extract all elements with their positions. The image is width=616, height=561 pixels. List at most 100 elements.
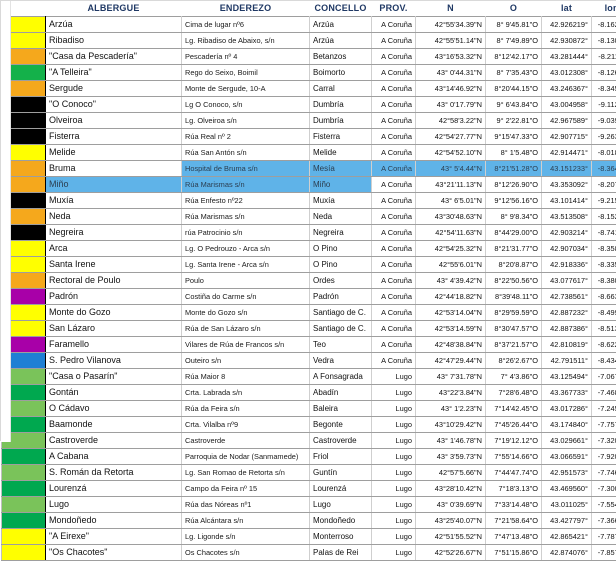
cell-albergue[interactable]: "A Eirexe" <box>46 529 182 545</box>
cell-enderezo[interactable]: rúa Patrocinio s/n <box>182 225 310 241</box>
cell-concello[interactable]: O Pino <box>310 257 372 273</box>
cell-enderezo[interactable]: Lg O Conoco, s/n <box>182 97 310 113</box>
cell-coord-o[interactable]: 8°20'44.15"O <box>486 81 542 97</box>
cell-prov[interactable]: A Coruña <box>372 257 416 273</box>
cell-coord-o[interactable]: 8°21'31.77"O <box>486 241 542 257</box>
cell-coord-n[interactable]: 42°52'26.67"N <box>416 545 486 561</box>
cell-coord-n[interactable]: 42°55'34.39"N <box>416 17 486 33</box>
cell-lat[interactable]: 42.951573° <box>542 465 592 481</box>
cell-concello[interactable]: Abadín <box>310 385 372 401</box>
cell-coord-o[interactable]: 7°28'6.48"O <box>486 385 542 401</box>
cell-prov[interactable]: A Coruña <box>372 177 416 193</box>
cell-coord-o[interactable]: 8°12'42.17"O <box>486 49 542 65</box>
cell-lat[interactable]: 43.513508° <box>542 209 592 225</box>
cell-coord-o[interactable]: 8°37'21.57"O <box>486 337 542 353</box>
cell-long[interactable]: -7.300870° <box>592 481 616 497</box>
cell-long[interactable]: -8.622685° <box>592 337 616 353</box>
cell-prov[interactable]: A Coruña <box>372 209 416 225</box>
cell-lat[interactable]: 42.810819° <box>542 337 592 353</box>
cell-albergue[interactable]: Muxía <box>46 193 182 209</box>
cell-concello[interactable]: Guntín <box>310 465 372 481</box>
cell-lat[interactable]: 42.738561° <box>542 289 592 305</box>
cell-enderezo[interactable]: Rúa Marismas s/n <box>182 177 310 193</box>
cell-prov[interactable]: A Coruña <box>372 129 416 145</box>
cell-concello[interactable]: Carral <box>310 81 372 97</box>
cell-coord-o[interactable]: 9° 2'22.81"O <box>486 113 542 129</box>
cell-albergue[interactable]: Padrón <box>46 289 182 305</box>
cell-lat[interactable]: 43.004958° <box>542 97 592 113</box>
cell-prov[interactable]: Lugo <box>372 545 416 561</box>
cell-concello[interactable]: Ordes <box>310 273 372 289</box>
column-header-long[interactable]: long <box>592 1 616 17</box>
column-header-lat[interactable]: lat <box>542 1 592 17</box>
cell-albergue[interactable]: Ribadiso <box>46 33 182 49</box>
cell-coord-n[interactable]: 43°30'48.63"N <box>416 209 486 225</box>
column-header-o[interactable]: O <box>486 1 542 17</box>
cell-lat[interactable]: 43.066591° <box>542 449 592 465</box>
cell-prov[interactable]: A Coruña <box>372 353 416 369</box>
cell-coord-n[interactable]: 43°14'46.92"N <box>416 81 486 97</box>
cell-albergue[interactable]: O Cádavo <box>46 401 182 417</box>
cell-coord-n[interactable]: 43°22'3.84"N <box>416 385 486 401</box>
cell-coord-o[interactable]: 8°44'29.00"O <box>486 225 542 241</box>
cell-enderezo[interactable]: Crta. Labrada s/n <box>182 385 310 401</box>
cell-lat[interactable]: 42.791511° <box>542 353 592 369</box>
cell-albergue[interactable]: "A Telleira" <box>46 65 182 81</box>
cell-lat[interactable]: 42.907715° <box>542 129 592 145</box>
cell-enderezo[interactable]: Rúa Alcántara s/n <box>182 513 310 529</box>
cell-concello[interactable]: Arzúa <box>310 33 372 49</box>
cell-enderezo[interactable]: Campo da Feira nº 15 <box>182 481 310 497</box>
cell-coord-o[interactable]: 9°12'56.16"O <box>486 193 542 209</box>
column-header-swatch[interactable] <box>2 1 46 17</box>
cell-lat[interactable]: 43.353092° <box>542 177 592 193</box>
cell-enderezo[interactable]: Rúa de San Lázaro s/n <box>182 321 310 337</box>
cell-concello[interactable]: Dumbría <box>310 113 372 129</box>
cell-prov[interactable]: A Coruña <box>372 337 416 353</box>
cell-enderezo[interactable]: Rúa Enfesto nº22 <box>182 193 310 209</box>
cell-long[interactable]: -7.920739° <box>592 449 616 465</box>
cell-coord-n[interactable]: 43° 6'5.01"N <box>416 193 486 209</box>
cell-coord-o[interactable]: 8°29'59.59"O <box>486 305 542 321</box>
cell-lat[interactable]: 43.017286° <box>542 401 592 417</box>
cell-coord-o[interactable]: 7°55'14.66"O <box>486 449 542 465</box>
cell-coord-n[interactable]: 42°44'18.82"N <box>416 289 486 305</box>
cell-concello[interactable]: Santiago de C. <box>310 321 372 337</box>
cell-coord-o[interactable]: 8°12'26.90"O <box>486 177 542 193</box>
cell-coord-o[interactable]: 7°14'42.45"O <box>486 401 542 417</box>
cell-lat[interactable]: 42.907034° <box>542 241 592 257</box>
cell-coord-o[interactable]: 8°26'2.67"O <box>486 353 542 369</box>
cell-enderezo[interactable]: Pescadería nº 4 <box>182 49 310 65</box>
cell-long[interactable]: -8.499886° <box>592 305 616 321</box>
cell-long[interactable]: -8.335796° <box>592 257 616 273</box>
cell-lat[interactable]: 43.469560° <box>542 481 592 497</box>
cell-lat[interactable]: 42.874076° <box>542 545 592 561</box>
cell-prov[interactable]: A Coruña <box>372 49 416 65</box>
cell-long[interactable]: -7.554022° <box>592 497 616 513</box>
cell-albergue[interactable]: Rectoral de Poulo <box>46 273 182 289</box>
cell-lat[interactable]: 43.011025° <box>542 497 592 513</box>
cell-long[interactable]: -8.130525° <box>592 33 616 49</box>
cell-lat[interactable]: 43.101414° <box>542 193 592 209</box>
cell-lat[interactable]: 42.918336° <box>542 257 592 273</box>
cell-albergue[interactable]: Neda <box>46 209 182 225</box>
cell-coord-o[interactable]: 7°51'15.86"O <box>486 545 542 561</box>
cell-coord-n[interactable]: 43° 5'4.44"N <box>416 161 486 177</box>
cell-long[interactable]: -9.215587° <box>592 193 616 209</box>
cell-albergue[interactable]: Gontán <box>46 385 182 401</box>
cell-long[interactable]: -9.039674° <box>592 113 616 129</box>
cell-coord-o[interactable]: 8°20'8.87"O <box>486 257 542 273</box>
cell-prov[interactable]: Lugo <box>372 481 416 497</box>
cell-concello[interactable]: Mondoñedo <box>310 513 372 529</box>
cell-coord-o[interactable]: 9°15'47.33"O <box>486 129 542 145</box>
cell-enderezo[interactable]: Costiña do Carme s/n <box>182 289 310 305</box>
cell-prov[interactable]: A Coruña <box>372 113 416 129</box>
cell-prov[interactable]: A Coruña <box>372 241 416 257</box>
